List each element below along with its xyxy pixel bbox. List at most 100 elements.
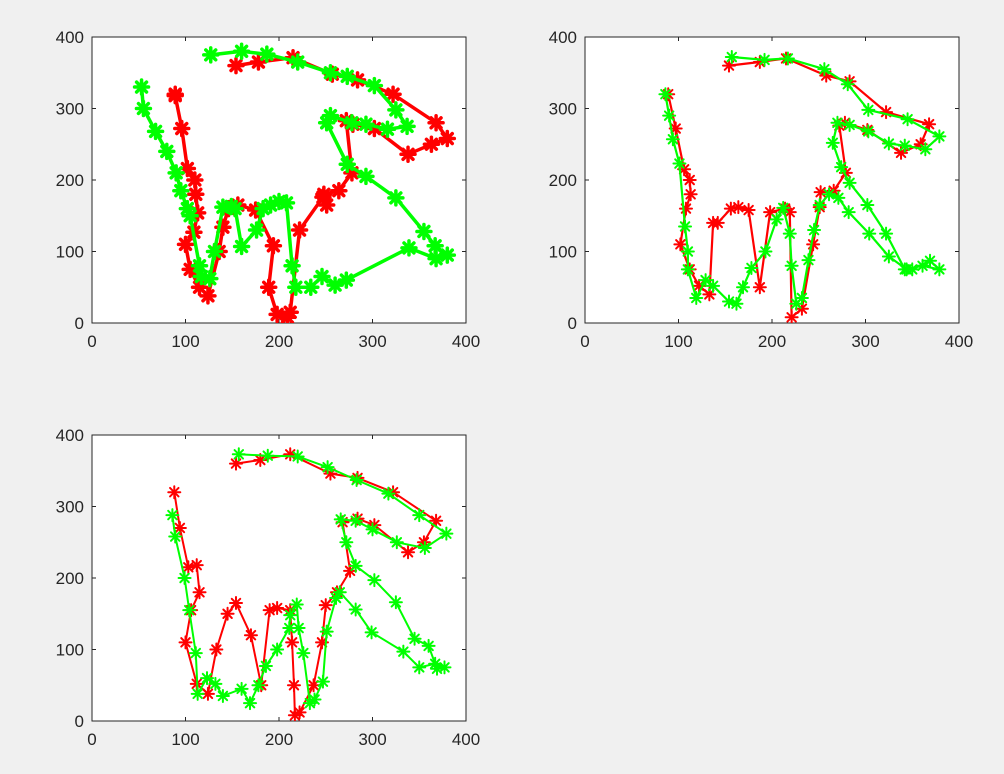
axes-bottom-left: 0 100 200 300 400 0 100 200 300 400 <box>56 426 481 749</box>
data-point <box>287 708 302 721</box>
data-point <box>900 112 915 127</box>
data-point <box>178 635 193 650</box>
data-point <box>258 45 276 63</box>
data-point <box>343 114 361 132</box>
data-point <box>205 242 224 261</box>
data-point <box>678 219 693 234</box>
data-point <box>396 644 411 659</box>
data-point <box>232 42 251 61</box>
data-point <box>879 226 894 241</box>
data-point <box>769 212 784 227</box>
data-point <box>918 142 933 157</box>
data-point <box>724 50 739 65</box>
data-point <box>188 646 203 661</box>
data-point <box>401 545 416 560</box>
data-point <box>177 571 192 585</box>
data-point <box>286 678 301 693</box>
y-tick-label: 100 <box>56 243 84 262</box>
data-point <box>841 205 856 220</box>
data-point <box>290 449 305 464</box>
data-point <box>320 460 335 475</box>
data-point <box>860 198 875 213</box>
data-point <box>429 513 444 528</box>
data-point <box>186 171 204 189</box>
data-point <box>215 688 230 703</box>
data-point <box>689 290 704 305</box>
data-point <box>326 276 344 294</box>
data-point <box>190 257 209 275</box>
data-point <box>381 486 396 501</box>
data-point <box>438 129 457 148</box>
data-point <box>178 199 197 218</box>
data-point <box>813 185 828 200</box>
data-point <box>288 53 307 71</box>
data-point <box>278 308 297 323</box>
data-point <box>329 591 344 606</box>
data-point <box>165 508 180 523</box>
data-point <box>187 185 205 204</box>
data-point <box>262 603 277 618</box>
data-point <box>190 686 205 701</box>
data-point <box>168 529 183 544</box>
data-point <box>422 135 441 153</box>
y-tick-label: 400 <box>549 28 577 47</box>
y-tick-label: 300 <box>56 100 84 119</box>
data-point <box>192 585 207 600</box>
data-point <box>315 674 330 689</box>
data-point <box>417 540 432 555</box>
data-point <box>439 526 454 541</box>
data-point <box>243 696 258 711</box>
data-point <box>167 485 182 500</box>
data-point <box>296 646 311 661</box>
data-point <box>348 513 363 528</box>
data-point <box>357 115 375 133</box>
data-point <box>384 85 402 103</box>
data-point <box>228 596 243 611</box>
data-point <box>167 164 185 182</box>
data-point <box>428 656 443 671</box>
data-point <box>862 226 877 241</box>
data-point <box>840 77 855 92</box>
data-point <box>338 155 357 174</box>
y-tick-label: 200 <box>56 569 84 588</box>
data-point <box>158 142 176 161</box>
data-point <box>291 621 306 636</box>
data-point <box>264 237 283 255</box>
data-point <box>349 473 364 488</box>
data-point <box>682 173 697 187</box>
data-point <box>412 508 427 523</box>
data-point <box>209 642 224 657</box>
data-point <box>208 676 223 691</box>
y-tick-label: 100 <box>549 243 577 262</box>
y-tick-label: 200 <box>549 171 577 190</box>
y-tick-label: 300 <box>56 498 84 517</box>
data-point <box>861 124 876 139</box>
data-point <box>922 117 937 132</box>
data-point <box>678 201 693 216</box>
data-point <box>741 203 756 218</box>
x-tick-label: 200 <box>265 730 293 749</box>
data-point <box>881 136 896 151</box>
data-point <box>132 78 151 96</box>
y-tick-label: 300 <box>549 100 577 119</box>
data-point <box>834 160 849 175</box>
x-tick-label: 100 <box>171 730 199 749</box>
data-point <box>220 606 235 621</box>
series-green <box>658 50 947 311</box>
data-point <box>367 573 382 588</box>
data-point <box>243 628 258 643</box>
data-point <box>182 603 197 618</box>
axes-top-left: 0 100 200 300 400 0 100 200 300 400 <box>56 28 481 351</box>
data-point <box>817 62 832 77</box>
data-point <box>415 222 433 241</box>
data-point <box>842 175 857 190</box>
data-point <box>412 660 427 675</box>
data-point <box>251 678 266 693</box>
data-point <box>388 595 403 610</box>
data-point <box>780 51 795 66</box>
x-tick-label: 400 <box>945 332 973 351</box>
data-point <box>258 658 273 673</box>
data-point <box>723 201 738 216</box>
data-point <box>319 624 334 639</box>
data-point <box>134 99 153 118</box>
